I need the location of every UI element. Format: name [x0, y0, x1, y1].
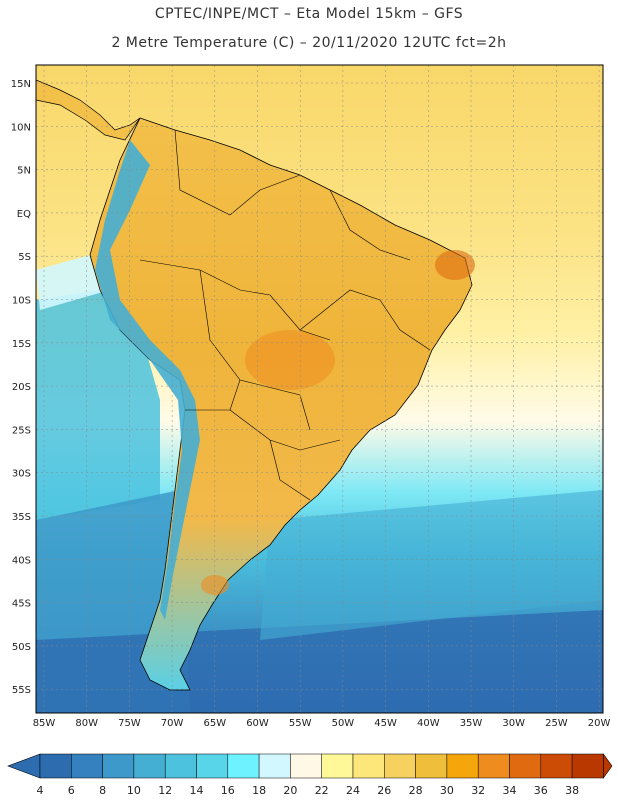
colorbar-label: 10	[127, 784, 141, 797]
lon-label: 70W	[161, 718, 184, 729]
temperature-colorbar: 4 6 8 10 12 14 16 18 20 22 24 26 28 30 32 34 36 38	[7, 753, 613, 797]
colorbar-swatch	[133, 753, 166, 779]
colorbar-swatch	[227, 753, 260, 779]
lon-label: 60W	[246, 718, 269, 729]
colorbar-swatch	[321, 753, 354, 779]
andes-cold-ridge	[95, 140, 200, 620]
lat-label: EQ	[17, 209, 31, 220]
map-frame	[35, 64, 604, 714]
colorbar-low-arrow	[7, 753, 41, 779]
colorbar-swatch	[196, 753, 229, 779]
lat-label: 50S	[12, 642, 31, 653]
map-title-line-2: 2 Metre Temperature (C) – 20/11/2020 12U…	[111, 35, 507, 51]
lon-label: 20W	[588, 718, 611, 729]
lat-label: 10N	[11, 122, 31, 133]
lon-label: 80W	[75, 718, 98, 729]
colorbar-label: 16	[221, 784, 235, 797]
colorbar-high-arrow	[603, 753, 613, 779]
colorbar-label: 26	[377, 784, 391, 797]
colorbar-swatch	[164, 753, 197, 779]
lat-lon-grid	[36, 65, 603, 713]
lon-label: 35W	[460, 718, 483, 729]
pacific-mild-band	[36, 255, 110, 310]
lon-label: 30W	[502, 718, 525, 729]
lat-label: 30S	[12, 469, 31, 480]
map-title-line-1: CPTEC/INPE/MCT – Eta Model 15km – GFS	[154, 6, 464, 22]
lon-label: 50W	[332, 718, 355, 729]
colorbar-swatch	[39, 753, 72, 779]
lat-label: 10S	[12, 296, 31, 307]
colorbar-swatch	[258, 753, 291, 779]
colorbar-label: 28	[409, 784, 423, 797]
country-borders	[139, 129, 431, 501]
colorbar-swatch	[477, 753, 510, 779]
colorbar-swatch	[71, 753, 103, 779]
colorbar-label: 8	[99, 784, 106, 797]
colorbar-label: 4	[37, 784, 44, 797]
longitude-labels: 85W 80W 75W 70W 65W 60W 55W 50W 45W 40W 35W 30W 25W 2…	[33, 718, 611, 729]
colorbar-label: 32	[471, 784, 485, 797]
colorbar-swatch	[384, 753, 416, 779]
lon-label: 25W	[545, 718, 568, 729]
colorbar-swatch	[446, 753, 479, 779]
colorbar-swatch	[290, 753, 322, 779]
lon-label: 85W	[33, 718, 56, 729]
colorbar-label: 30	[440, 784, 454, 797]
colorbar-label: 6	[68, 784, 75, 797]
colorbar-swatch	[509, 753, 542, 779]
lat-label: 35S	[12, 512, 31, 523]
latitude-labels: 15N 10N 5N EQ 5S 10S 15S 20S 25S 30S 35S 40S 45S 50S 5…	[11, 79, 31, 696]
lon-label: 40W	[417, 718, 440, 729]
lat-label: 45S	[12, 599, 31, 610]
colorbar-swatch	[571, 753, 604, 779]
lat-label: 55S	[12, 685, 31, 696]
colorbar-label: 18	[252, 784, 266, 797]
colorbar-swatch	[540, 753, 573, 779]
northeast-hot-spot	[435, 250, 475, 280]
colorbar-label: 20	[283, 784, 297, 797]
lat-label: 40S	[12, 555, 31, 566]
lon-label: 45W	[374, 718, 397, 729]
interior-hot-spot	[245, 330, 335, 390]
colorbar-label: 36	[534, 784, 548, 797]
lon-label: 55W	[289, 718, 312, 729]
colorbar-label: 14	[190, 784, 204, 797]
central-america-land	[36, 79, 141, 141]
colorbar-label: 34	[503, 784, 517, 797]
lon-label: 75W	[118, 718, 141, 729]
colorbar-label: 12	[158, 784, 172, 797]
lat-label: 5S	[18, 252, 31, 263]
lon-label: 65W	[203, 718, 226, 729]
lat-label: 5N	[17, 166, 31, 177]
colorbar-label: 22	[315, 784, 329, 797]
colorbar-swatch	[102, 753, 135, 779]
colorbar-label: 38	[565, 784, 579, 797]
lat-label: 20S	[12, 382, 31, 393]
lat-label: 25S	[12, 425, 31, 436]
colorbar-swatch	[352, 753, 385, 779]
colorbar-label: 24	[346, 784, 360, 797]
pacific-cool-band	[36, 290, 160, 520]
lat-label: 15S	[12, 339, 31, 350]
lat-label: 15N	[11, 79, 31, 90]
colorbar-swatch	[415, 753, 448, 779]
